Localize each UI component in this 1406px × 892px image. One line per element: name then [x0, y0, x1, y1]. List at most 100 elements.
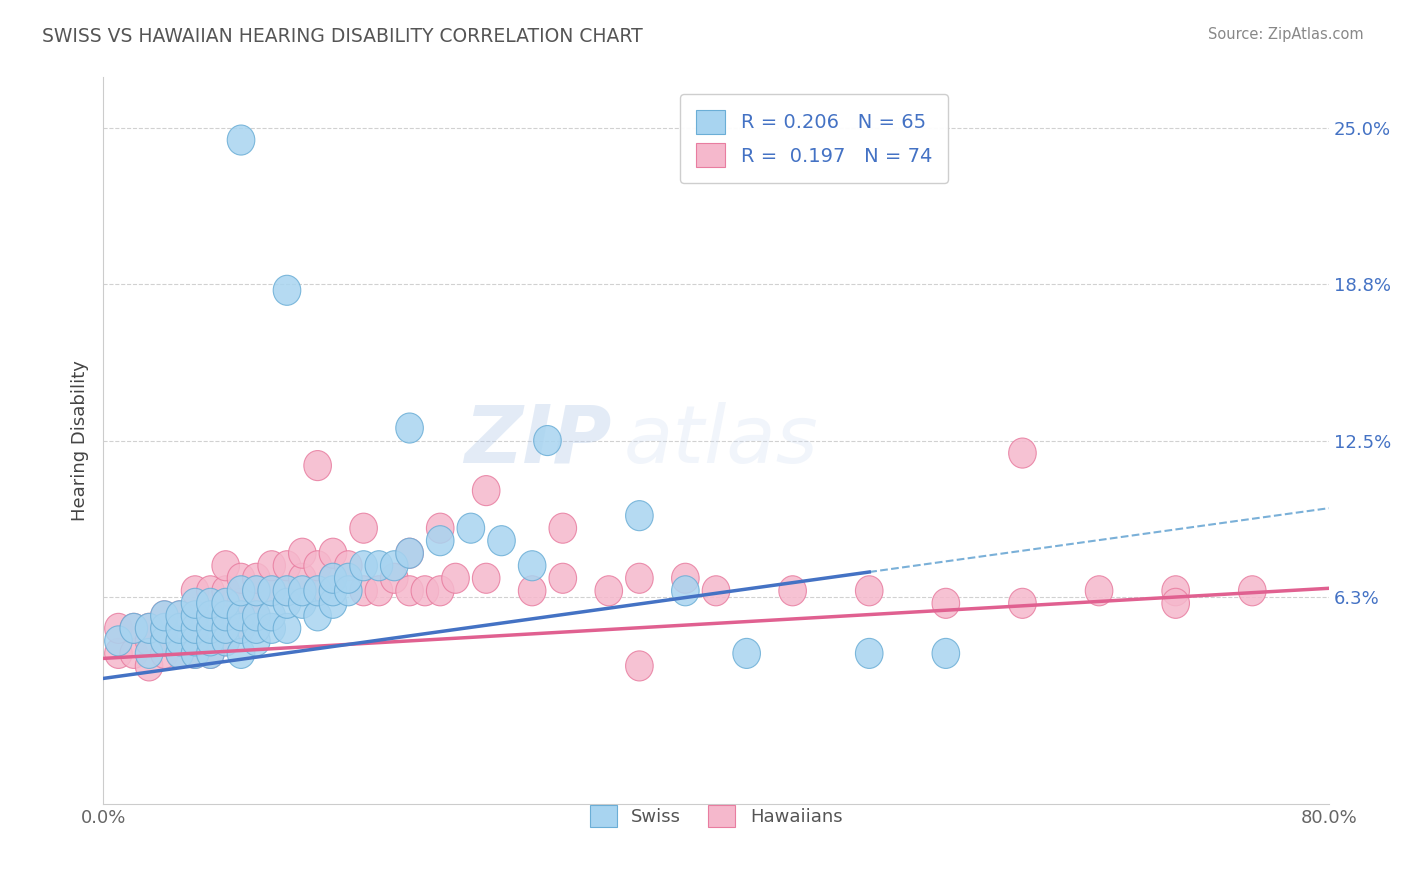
Ellipse shape	[273, 575, 301, 606]
Legend: Swiss, Hawaiians: Swiss, Hawaiians	[582, 798, 849, 835]
Ellipse shape	[135, 614, 163, 643]
Ellipse shape	[181, 589, 209, 618]
Ellipse shape	[166, 601, 194, 631]
Ellipse shape	[166, 601, 194, 631]
Ellipse shape	[426, 525, 454, 556]
Ellipse shape	[212, 601, 239, 631]
Ellipse shape	[181, 639, 209, 668]
Ellipse shape	[273, 614, 301, 643]
Ellipse shape	[181, 601, 209, 631]
Ellipse shape	[243, 626, 270, 656]
Ellipse shape	[197, 589, 224, 618]
Ellipse shape	[257, 601, 285, 631]
Ellipse shape	[932, 639, 960, 668]
Ellipse shape	[197, 601, 224, 631]
Ellipse shape	[548, 563, 576, 593]
Ellipse shape	[181, 626, 209, 656]
Ellipse shape	[1161, 589, 1189, 618]
Ellipse shape	[120, 639, 148, 668]
Ellipse shape	[395, 575, 423, 606]
Ellipse shape	[319, 563, 347, 593]
Ellipse shape	[135, 614, 163, 643]
Ellipse shape	[212, 575, 239, 606]
Ellipse shape	[304, 601, 332, 631]
Y-axis label: Hearing Disability: Hearing Disability	[72, 360, 89, 521]
Ellipse shape	[273, 550, 301, 581]
Ellipse shape	[197, 614, 224, 643]
Ellipse shape	[319, 589, 347, 618]
Ellipse shape	[181, 601, 209, 631]
Ellipse shape	[228, 614, 254, 643]
Ellipse shape	[228, 614, 254, 643]
Ellipse shape	[166, 639, 194, 668]
Ellipse shape	[335, 563, 363, 593]
Ellipse shape	[212, 626, 239, 656]
Ellipse shape	[519, 550, 546, 581]
Ellipse shape	[181, 614, 209, 643]
Ellipse shape	[228, 589, 254, 618]
Ellipse shape	[212, 614, 239, 643]
Ellipse shape	[381, 563, 408, 593]
Ellipse shape	[288, 538, 316, 568]
Ellipse shape	[472, 475, 501, 506]
Ellipse shape	[166, 614, 194, 643]
Ellipse shape	[150, 614, 179, 643]
Ellipse shape	[150, 626, 179, 656]
Ellipse shape	[395, 538, 423, 568]
Ellipse shape	[672, 563, 699, 593]
Ellipse shape	[595, 575, 623, 606]
Ellipse shape	[273, 589, 301, 618]
Ellipse shape	[1161, 575, 1189, 606]
Ellipse shape	[181, 575, 209, 606]
Ellipse shape	[672, 575, 699, 606]
Ellipse shape	[243, 575, 270, 606]
Text: ZIP: ZIP	[464, 401, 612, 480]
Ellipse shape	[519, 575, 546, 606]
Ellipse shape	[135, 651, 163, 681]
Ellipse shape	[626, 651, 654, 681]
Ellipse shape	[257, 575, 285, 606]
Ellipse shape	[104, 639, 132, 668]
Ellipse shape	[135, 626, 163, 656]
Ellipse shape	[779, 575, 807, 606]
Ellipse shape	[1008, 438, 1036, 468]
Ellipse shape	[319, 563, 347, 593]
Ellipse shape	[395, 413, 423, 443]
Ellipse shape	[304, 550, 332, 581]
Ellipse shape	[319, 538, 347, 568]
Ellipse shape	[197, 639, 224, 668]
Text: atlas: atlas	[624, 401, 818, 480]
Ellipse shape	[228, 575, 254, 606]
Ellipse shape	[441, 563, 470, 593]
Ellipse shape	[273, 276, 301, 305]
Ellipse shape	[488, 525, 515, 556]
Ellipse shape	[288, 563, 316, 593]
Ellipse shape	[104, 626, 132, 656]
Ellipse shape	[150, 626, 179, 656]
Ellipse shape	[472, 563, 501, 593]
Text: Source: ZipAtlas.com: Source: ZipAtlas.com	[1208, 27, 1364, 42]
Ellipse shape	[381, 550, 408, 581]
Text: SWISS VS HAWAIIAN HEARING DISABILITY CORRELATION CHART: SWISS VS HAWAIIAN HEARING DISABILITY COR…	[42, 27, 643, 45]
Ellipse shape	[932, 589, 960, 618]
Ellipse shape	[150, 639, 179, 668]
Ellipse shape	[243, 601, 270, 631]
Ellipse shape	[366, 575, 392, 606]
Ellipse shape	[319, 575, 347, 606]
Ellipse shape	[150, 601, 179, 631]
Ellipse shape	[257, 550, 285, 581]
Ellipse shape	[197, 601, 224, 631]
Ellipse shape	[534, 425, 561, 456]
Ellipse shape	[548, 513, 576, 543]
Ellipse shape	[135, 639, 163, 668]
Ellipse shape	[228, 125, 254, 155]
Ellipse shape	[304, 575, 332, 606]
Ellipse shape	[426, 575, 454, 606]
Ellipse shape	[243, 575, 270, 606]
Ellipse shape	[150, 601, 179, 631]
Ellipse shape	[166, 639, 194, 668]
Ellipse shape	[626, 563, 654, 593]
Ellipse shape	[304, 575, 332, 606]
Ellipse shape	[181, 614, 209, 643]
Ellipse shape	[304, 450, 332, 481]
